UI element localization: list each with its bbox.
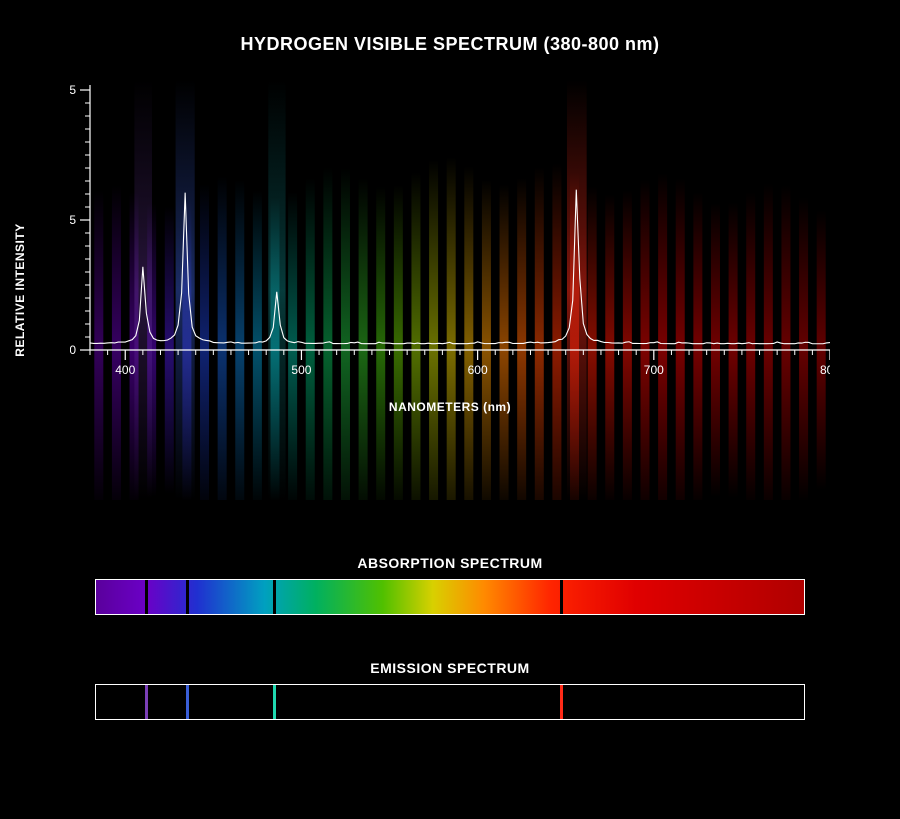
page-title: HYDROGEN VISIBLE SPECTRUM (380-800 nm) xyxy=(0,34,900,55)
emission-line xyxy=(273,685,276,719)
svg-text:500: 500 xyxy=(291,363,311,377)
absorption-title: ABSORPTION SPECTRUM xyxy=(95,555,805,571)
emission-section: EMISSION SPECTRUM xyxy=(95,660,805,720)
main-spectrum-chart: RELATIVE INTENSITY NANOMETERS (nm) 0.00.… xyxy=(70,80,830,500)
absorption-line xyxy=(145,580,148,614)
emission-line xyxy=(186,685,189,719)
svg-text:600: 600 xyxy=(468,363,488,377)
emission-line xyxy=(560,685,563,719)
emission-title: EMISSION SPECTRUM xyxy=(95,660,805,676)
y-axis-label: RELATIVE INTENSITY xyxy=(13,223,27,356)
absorption-line xyxy=(186,580,189,614)
absorption-spectrum-bar xyxy=(95,579,805,615)
spectrum-svg: 0.0 0.25 0.5 400 500 600 700 800 xyxy=(70,80,830,500)
absorption-gradient xyxy=(96,580,804,614)
svg-text:700: 700 xyxy=(644,363,664,377)
svg-text:800: 800 xyxy=(820,363,830,377)
absorption-line xyxy=(560,580,563,614)
svg-text:400: 400 xyxy=(115,363,135,377)
svg-text:0.5: 0.5 xyxy=(70,83,76,97)
absorption-section: ABSORPTION SPECTRUM xyxy=(95,555,805,615)
x-axis-label: NANOMETERS (nm) xyxy=(389,400,511,414)
svg-text:0.25: 0.25 xyxy=(70,213,76,227)
svg-text:0.0: 0.0 xyxy=(70,343,76,357)
absorption-line xyxy=(273,580,276,614)
emission-line xyxy=(145,685,148,719)
emission-spectrum-bar xyxy=(95,684,805,720)
